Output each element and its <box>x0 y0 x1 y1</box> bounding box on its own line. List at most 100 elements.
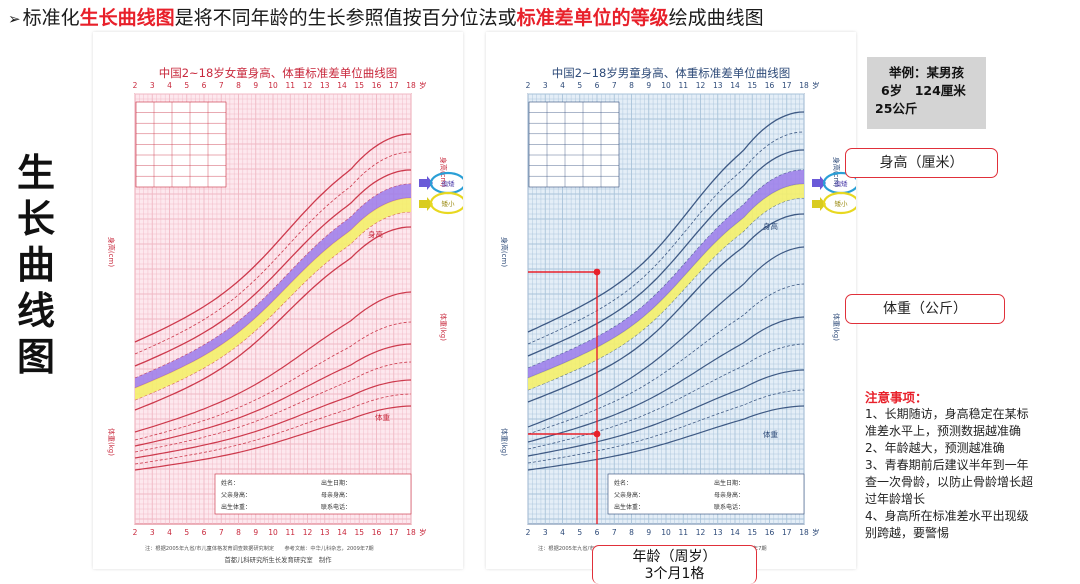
example-line: 举例：某男孩 <box>889 65 965 80</box>
age-tick-bottom: 5 <box>184 528 189 537</box>
side-title-char: 生 <box>16 151 55 195</box>
patient-info-panel <box>214 473 412 515</box>
heading-text: 绘成曲线图 <box>668 7 764 29</box>
left-axis-label: 身高(cm) <box>107 237 116 267</box>
year-unit-bottom: 岁 <box>419 527 427 537</box>
weight-curve <box>134 405 412 471</box>
age-tick-top: 11 <box>678 81 688 90</box>
age-tick-top: 9 <box>253 81 258 90</box>
age-tick-top: 6 <box>202 81 207 90</box>
weight-curve <box>527 369 805 457</box>
age-tick-bottom: 10 <box>268 528 278 537</box>
age-tick-bottom: 6 <box>595 528 600 537</box>
age-tick-top: 3 <box>150 81 155 90</box>
weight-curve <box>527 246 805 428</box>
age-tick-top: 11 <box>285 81 295 90</box>
age-tick-bottom: 14 <box>337 528 347 537</box>
age-tick-top: 18 <box>799 81 809 90</box>
weight-curve <box>134 361 412 453</box>
age-tick-bottom: 3 <box>150 528 155 537</box>
age-tick-top: 13 <box>320 81 330 90</box>
side-title-char: 线 <box>16 289 55 333</box>
age-tick-top: 6 <box>595 81 600 90</box>
notes-line: 准差水平上，预测数据越准确 <box>865 424 1022 438</box>
age-tick-bottom: 3 <box>543 528 548 537</box>
age-tick-bottom: 12 <box>303 528 313 537</box>
age-tick-top: 16 <box>372 81 382 90</box>
side-title-char: 曲 <box>16 243 55 287</box>
region-label-height: 身高 <box>368 229 383 239</box>
age-label-line1: 年龄（周岁） <box>632 549 717 565</box>
age-tick-top: 8 <box>629 81 634 90</box>
age-tick-bottom: 8 <box>236 528 241 537</box>
girl-growth-chart: 中国2~18岁女童身高、体重标准差单位曲线图 2 2 3 3 4 4 5 5 6 6 7 7 8 8 9 9 10… <box>93 32 463 569</box>
patient-info-label: 出生体重： <box>614 503 644 511</box>
weight-curve <box>134 343 412 447</box>
age-tick-top: 5 <box>184 81 189 90</box>
patient-info-label: 联系电话： <box>714 503 744 511</box>
age-tick-top: 4 <box>560 81 565 90</box>
band-yellow <box>135 198 411 400</box>
age-tick-top: 7 <box>612 81 617 90</box>
height-curve <box>527 111 805 333</box>
age-tick-bottom: 12 <box>696 528 706 537</box>
band-marker-circle <box>822 191 856 215</box>
age-tick-bottom: 18 <box>406 528 416 537</box>
age-tick-top: 17 <box>389 81 399 90</box>
age-tick-bottom: 15 <box>747 528 757 537</box>
chart-footnote: 注：根据2005年九省/市儿童体格发育调查数据研究制定 参考文献：中华儿科杂志，… <box>145 544 374 552</box>
notes-title: 注意事项： <box>865 390 928 405</box>
patient-info-label: 出生日期： <box>714 479 744 487</box>
left-axis-label-lower: 体重(kg) <box>107 428 116 456</box>
girl-chart-svg: 中国2~18岁女童身高、体重标准差单位曲线图 2 2 3 3 4 4 5 5 6 6 7 7 8 8 9 9 10… <box>107 66 463 564</box>
notes-line: 查一次骨龄，以防止骨龄增长超 <box>865 475 1034 489</box>
age-tick-bottom: 17 <box>389 528 399 537</box>
example-line: 6岁 124厘米 <box>881 83 966 98</box>
age-tick-bottom: 13 <box>713 528 723 537</box>
age-tick-top: 12 <box>696 81 706 90</box>
patient-info-label: 姓名： <box>614 479 632 487</box>
age-tick-bottom: 14 <box>730 528 740 537</box>
notes-line: 过年龄增长 <box>865 492 926 506</box>
height-curve <box>134 151 412 355</box>
age-tick-top: 2 <box>133 81 138 90</box>
patient-info-label: 父亲身高： <box>614 491 644 499</box>
age-tick-top: 12 <box>303 81 313 90</box>
side-title-char: 图 <box>16 335 55 379</box>
patient-info-label: 姓名： <box>221 479 239 487</box>
chart-title: 中国2~18岁女童身高、体重标准差单位曲线图 <box>159 66 398 80</box>
notes-line: 1、长期随访，身高稳定在某标 <box>865 407 1029 421</box>
height-curve <box>134 226 412 411</box>
age-label-line2: 3个月1格 <box>644 566 705 582</box>
notes-line: 3、青春期前后建议半年到一年 <box>865 458 1029 472</box>
age-tick-bottom: 4 <box>167 528 172 537</box>
weight-curve <box>527 405 805 471</box>
left-axis-label-lower: 体重(kg) <box>500 428 509 456</box>
height-curve <box>527 213 805 403</box>
age-tick-bottom: 6 <box>202 528 207 537</box>
age-tick-top: 18 <box>406 81 416 90</box>
age-tick-top: 16 <box>765 81 775 90</box>
age-tick-bottom: 16 <box>372 528 382 537</box>
patient-info-label: 出生日期： <box>321 479 351 487</box>
arrow-icon <box>812 197 826 211</box>
weight-curve <box>527 389 805 464</box>
age-tick-bottom: 17 <box>782 528 792 537</box>
bullet-arrow-icon: ➢ <box>8 10 21 28</box>
patient-info-panel <box>607 473 805 515</box>
height-label: 身高（厘米） <box>845 148 998 178</box>
age-tick-top: 10 <box>268 81 278 90</box>
boy-growth-chart: 中国2~18岁男童身高、体重标准差单位曲线图 2 2 3 3 4 4 5 5 6 6 7 7 8 8 9 9 10… <box>486 32 856 569</box>
band-marker-circle <box>429 191 463 215</box>
region-label-height: 身高 <box>763 221 778 231</box>
age-tick-top: 2 <box>526 81 531 90</box>
age-tick-bottom: 11 <box>678 528 688 537</box>
band-marker-top-label: 偏矮 <box>442 179 456 188</box>
patient-info-label: 母亲身高： <box>714 491 744 499</box>
height-curve <box>134 133 412 343</box>
left-axis-label: 身高(cm) <box>500 237 509 267</box>
age-tick-top: 4 <box>167 81 172 90</box>
year-unit-bottom: 岁 <box>812 527 820 537</box>
age-tick-bottom: 9 <box>646 528 651 537</box>
right-axis-label: 身高(cm) <box>832 157 841 187</box>
